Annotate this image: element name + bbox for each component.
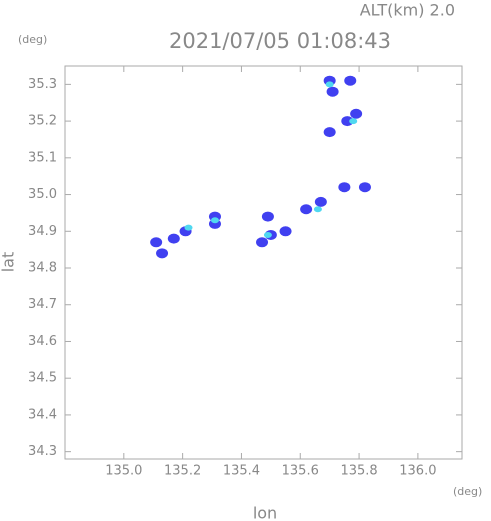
echo-cell xyxy=(326,86,339,97)
x-tick-label: 135.8 xyxy=(340,464,377,479)
echo-cell xyxy=(256,237,269,248)
echo-cell xyxy=(156,248,169,259)
chart-title: 2021/07/05 01:08:43 xyxy=(169,29,391,53)
x-tick-label: 135.0 xyxy=(105,464,142,479)
echo-cell xyxy=(325,81,334,88)
y-tick-label: 34.8 xyxy=(28,261,57,276)
echo-cell xyxy=(338,182,351,193)
y-tick-label: 35.2 xyxy=(28,114,57,129)
x-axis-label: lon xyxy=(253,504,277,521)
y-tick-label: 34.5 xyxy=(28,371,57,386)
echo-cell xyxy=(323,127,336,138)
echo-cell xyxy=(313,206,322,213)
echo-cell xyxy=(261,211,274,222)
x-tick-label: 136.0 xyxy=(399,464,436,479)
x-tick-label: 135.6 xyxy=(282,464,319,479)
chart-subtitle: ALT(km) 2.0 xyxy=(360,1,455,20)
y-axis-label: lat xyxy=(0,252,18,273)
y-tick-label: 34.7 xyxy=(28,297,57,312)
echo-cell xyxy=(210,217,219,224)
y-tick-label: 35.0 xyxy=(28,187,57,202)
y-tick-label: 34.9 xyxy=(28,224,57,239)
plot-frame xyxy=(64,65,463,460)
echo-cell xyxy=(350,108,363,119)
y-tick-label: 35.1 xyxy=(28,150,57,165)
x-tick-label: 135.4 xyxy=(223,464,260,479)
echo-cell xyxy=(349,118,358,125)
y-tick-label: 34.6 xyxy=(28,334,57,349)
echo-cell xyxy=(341,116,354,127)
echo-cell xyxy=(300,204,313,215)
x-unit: (deg) xyxy=(453,485,482,498)
y-unit: (deg) xyxy=(18,33,47,46)
y-tick-label: 35.3 xyxy=(28,77,57,92)
x-tick-label: 135.2 xyxy=(164,464,201,479)
echo-cell xyxy=(167,233,180,244)
echo-cell xyxy=(279,226,292,237)
y-tick-label: 34.4 xyxy=(28,407,57,422)
echo-cell xyxy=(150,237,163,248)
echo-cell xyxy=(314,196,327,207)
y-tick-label: 34.3 xyxy=(28,444,57,459)
echo-cell xyxy=(184,224,193,231)
echo-cell xyxy=(344,75,357,86)
echo-cell xyxy=(358,182,371,193)
echo-cell xyxy=(263,231,272,238)
